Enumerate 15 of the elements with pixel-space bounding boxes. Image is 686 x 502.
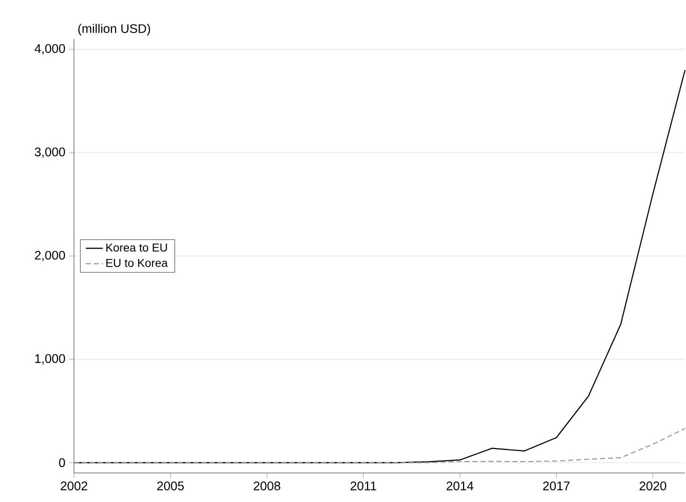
y-tick-label: 3,000 <box>34 148 66 158</box>
x-tick-label: 2014 <box>446 482 474 490</box>
legend-label: EU to Korea <box>106 258 168 267</box>
y-tick-label: 0 <box>59 458 66 468</box>
x-tick-label: 2017 <box>543 482 570 490</box>
y-tick-label: 1,000 <box>35 354 66 364</box>
x-tick-label: 2011 <box>350 482 376 490</box>
x-tick-label: 2008 <box>254 482 280 490</box>
x-tick-label: 2002 <box>60 482 88 490</box>
legend-label: Korea to EU <box>106 244 167 252</box>
y-tick-label: 2,000 <box>34 250 66 262</box>
x-tick-label: 2005 <box>157 482 184 490</box>
y-tick-label: 4,000 <box>34 44 66 54</box>
x-tick-label: 2020 <box>640 482 666 490</box>
y-axis-title: (million USD) <box>78 24 150 36</box>
